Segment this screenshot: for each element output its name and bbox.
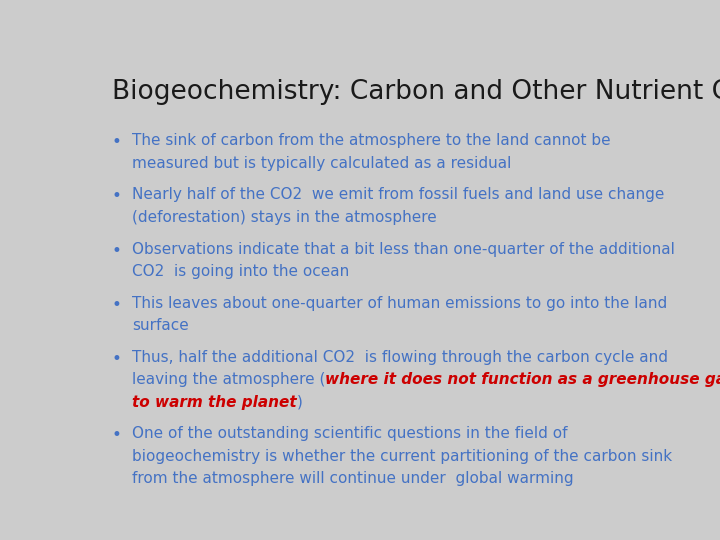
Text: Observations indicate that a bit less than one-quarter of the additional: Observations indicate that a bit less th…: [132, 241, 675, 256]
Text: ): ): [297, 395, 302, 409]
Text: where it does not function as a greenhouse gas: where it does not function as a greenhou…: [325, 372, 720, 387]
Text: biogeochemistry is whether the current partitioning of the carbon sink: biogeochemistry is whether the current p…: [132, 449, 672, 463]
Text: •: •: [111, 349, 121, 368]
Text: leaving the atmosphere (: leaving the atmosphere (: [132, 372, 325, 387]
Text: •: •: [111, 426, 121, 444]
Text: to warm the planet: to warm the planet: [132, 395, 297, 409]
Text: The sink of carbon from the atmosphere to the land cannot be: The sink of carbon from the atmosphere t…: [132, 133, 611, 148]
Text: surface: surface: [132, 318, 189, 333]
Text: •: •: [111, 187, 121, 205]
Text: •: •: [111, 295, 121, 314]
Text: •: •: [111, 241, 121, 260]
Text: This leaves about one-quarter of human emissions to go into the land: This leaves about one-quarter of human e…: [132, 295, 667, 310]
Text: Biogeochemistry: Carbon and Other Nutrient Cycles: Biogeochemistry: Carbon and Other Nutrie…: [112, 79, 720, 105]
Text: •: •: [111, 133, 121, 151]
Text: measured but is typically calculated as a residual: measured but is typically calculated as …: [132, 156, 511, 171]
Text: Thus, half the additional CO2  is flowing through the carbon cycle and: Thus, half the additional CO2 is flowing…: [132, 349, 668, 364]
Text: CO2  is going into the ocean: CO2 is going into the ocean: [132, 264, 349, 279]
Text: One of the outstanding scientific questions in the field of: One of the outstanding scientific questi…: [132, 426, 567, 441]
Text: Nearly half of the CO2  we emit from fossil fuels and land use change: Nearly half of the CO2 we emit from foss…: [132, 187, 665, 202]
Text: (deforestation) stays in the atmosphere: (deforestation) stays in the atmosphere: [132, 210, 436, 225]
Text: from the atmosphere will continue under  global warming: from the atmosphere will continue under …: [132, 471, 573, 486]
